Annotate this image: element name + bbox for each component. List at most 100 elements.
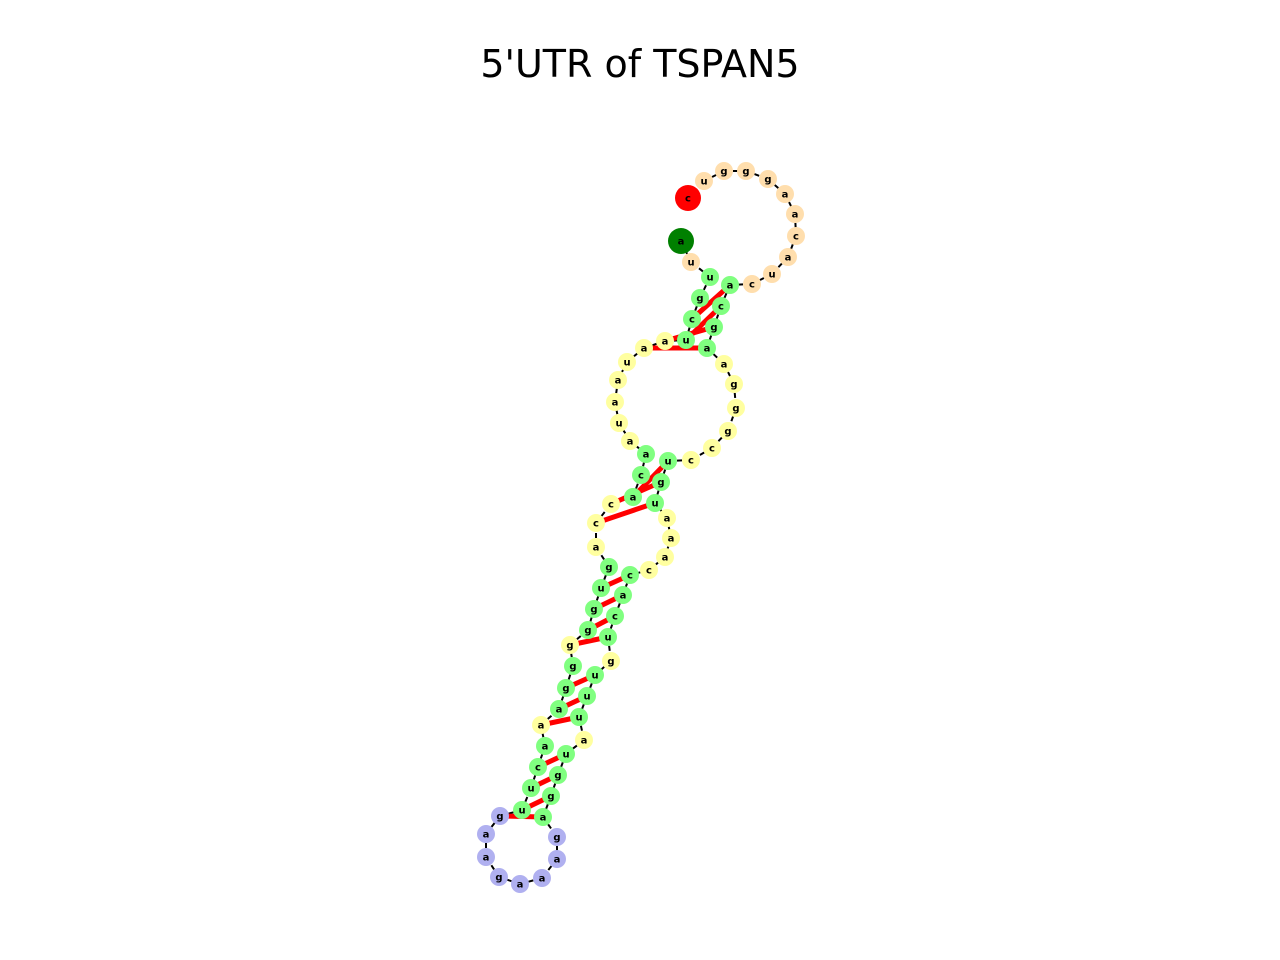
nucleotide-label: g <box>724 427 731 438</box>
nucleotide-circle <box>548 828 566 846</box>
nucleotide-circle <box>606 393 624 411</box>
nucleotide: g <box>548 828 566 846</box>
base-pair <box>595 500 656 526</box>
nucleotide: a <box>548 850 566 868</box>
nucleotide: g <box>705 318 723 336</box>
nucleotide-circle <box>743 275 761 293</box>
nucleotide-label: g <box>657 478 664 489</box>
nucleotide: g <box>652 473 670 491</box>
nucleotide-circle <box>703 439 721 457</box>
nucleotide: g <box>759 170 777 188</box>
nucleotide: a <box>511 875 529 893</box>
nucleotide: u <box>557 745 575 763</box>
nucleotide-label: g <box>764 175 771 186</box>
nucleotide-label: a <box>630 493 637 504</box>
nucleotide-label: a <box>662 553 669 564</box>
nucleotide-label: u <box>768 270 775 281</box>
nucleotide: a <box>624 488 642 506</box>
nucleotide-label: g <box>553 833 560 844</box>
nucleotide-label: c <box>535 763 541 774</box>
nucleotide-circle <box>587 538 605 556</box>
nucleotide: a <box>656 332 674 350</box>
nucleotide-label: a <box>612 398 619 409</box>
nucleotide-circle <box>712 297 730 315</box>
nucleotide-label: a <box>643 450 650 461</box>
nucleotide-circle <box>763 265 781 283</box>
nucleotide-circle <box>701 268 719 286</box>
nucleotide-circle <box>491 807 509 825</box>
nucleotide-label: a <box>662 337 669 348</box>
nucleotide-label: c <box>627 571 633 582</box>
nucleotide-circle <box>592 579 610 597</box>
nucleotide-label: a <box>664 514 671 525</box>
nucleotide-label: g <box>607 657 614 668</box>
nucleotide-label: u <box>583 692 590 703</box>
nucleotide-circle <box>727 399 745 417</box>
base-pair-layer <box>499 283 732 820</box>
nucleotide-circle <box>675 185 701 211</box>
nucleotide-circle <box>719 422 737 440</box>
nucleotide-label: c <box>688 456 694 467</box>
nucleotide: a <box>587 538 605 556</box>
nucleotide-label: a <box>641 344 648 355</box>
nucleotide-circle <box>548 850 566 868</box>
nucleotide: c <box>683 310 701 328</box>
nucleotide-label: a <box>517 880 524 891</box>
nucleotide-label: u <box>604 633 611 644</box>
nucleotide: a <box>698 339 716 357</box>
nucleotide-circle <box>705 318 723 336</box>
nucleotide-label: a <box>782 190 789 201</box>
nucleotide-label: u <box>687 258 694 269</box>
nucleotide: c <box>587 514 605 532</box>
nucleotide: a <box>658 509 676 527</box>
nucleotide-label: g <box>554 771 561 782</box>
nucleotide-label: c <box>709 444 715 455</box>
nucleotide: a <box>662 529 680 547</box>
nucleotide: c <box>675 185 701 211</box>
nucleotide: c <box>682 451 700 469</box>
nucleotide-circle <box>652 473 670 491</box>
nucleotide-label: a <box>627 437 634 448</box>
nucleotide-circle <box>600 558 618 576</box>
nucleotide-label: u <box>682 336 689 347</box>
nucleotide-circle <box>602 652 620 670</box>
nucleotide-circle <box>786 205 804 223</box>
nucleotide: a <box>721 276 739 294</box>
nucleotide-circle <box>575 731 593 749</box>
nucleotide-label: a <box>542 742 549 753</box>
nucleotide: u <box>659 452 677 470</box>
nucleotide-circle <box>557 679 575 697</box>
nucleotide-label: a <box>727 281 734 292</box>
nucleotide-label: c <box>689 315 695 326</box>
nucleotide-label: c <box>793 232 799 243</box>
nucleotide: g <box>491 807 509 825</box>
nucleotide-circle <box>618 353 636 371</box>
nucleotide-circle <box>609 371 627 389</box>
nucleotide: a <box>533 869 551 887</box>
nucleotide-circle <box>549 766 567 784</box>
nucleotide: u <box>763 265 781 283</box>
nucleotide-label: c <box>612 612 618 623</box>
nucleotide-label: c <box>749 280 755 291</box>
nucleotide-circle <box>570 708 588 726</box>
nucleotide: u <box>599 628 617 646</box>
nucleotide-label: a <box>540 813 547 824</box>
nucleotide-circle <box>602 495 620 513</box>
nucleotide-circle <box>513 801 531 819</box>
nucleotide: g <box>737 162 755 180</box>
nucleotide-circle <box>529 758 547 776</box>
nucleotide-label: u <box>527 784 534 795</box>
nucleotide-circle <box>695 172 713 190</box>
nucleotide: g <box>602 652 620 670</box>
nucleotide-label: g <box>562 684 569 695</box>
nucleotide-label: g <box>710 323 717 334</box>
nucleotide: a <box>614 586 632 604</box>
nucleotide: c <box>632 466 650 484</box>
nucleotide: u <box>695 172 713 190</box>
nucleotide-label: u <box>597 584 604 595</box>
nucleotide-circle <box>640 561 658 579</box>
nucleotide-circle <box>659 452 677 470</box>
nucleotide-label: u <box>615 419 622 430</box>
nucleotide-label: a <box>704 344 711 355</box>
